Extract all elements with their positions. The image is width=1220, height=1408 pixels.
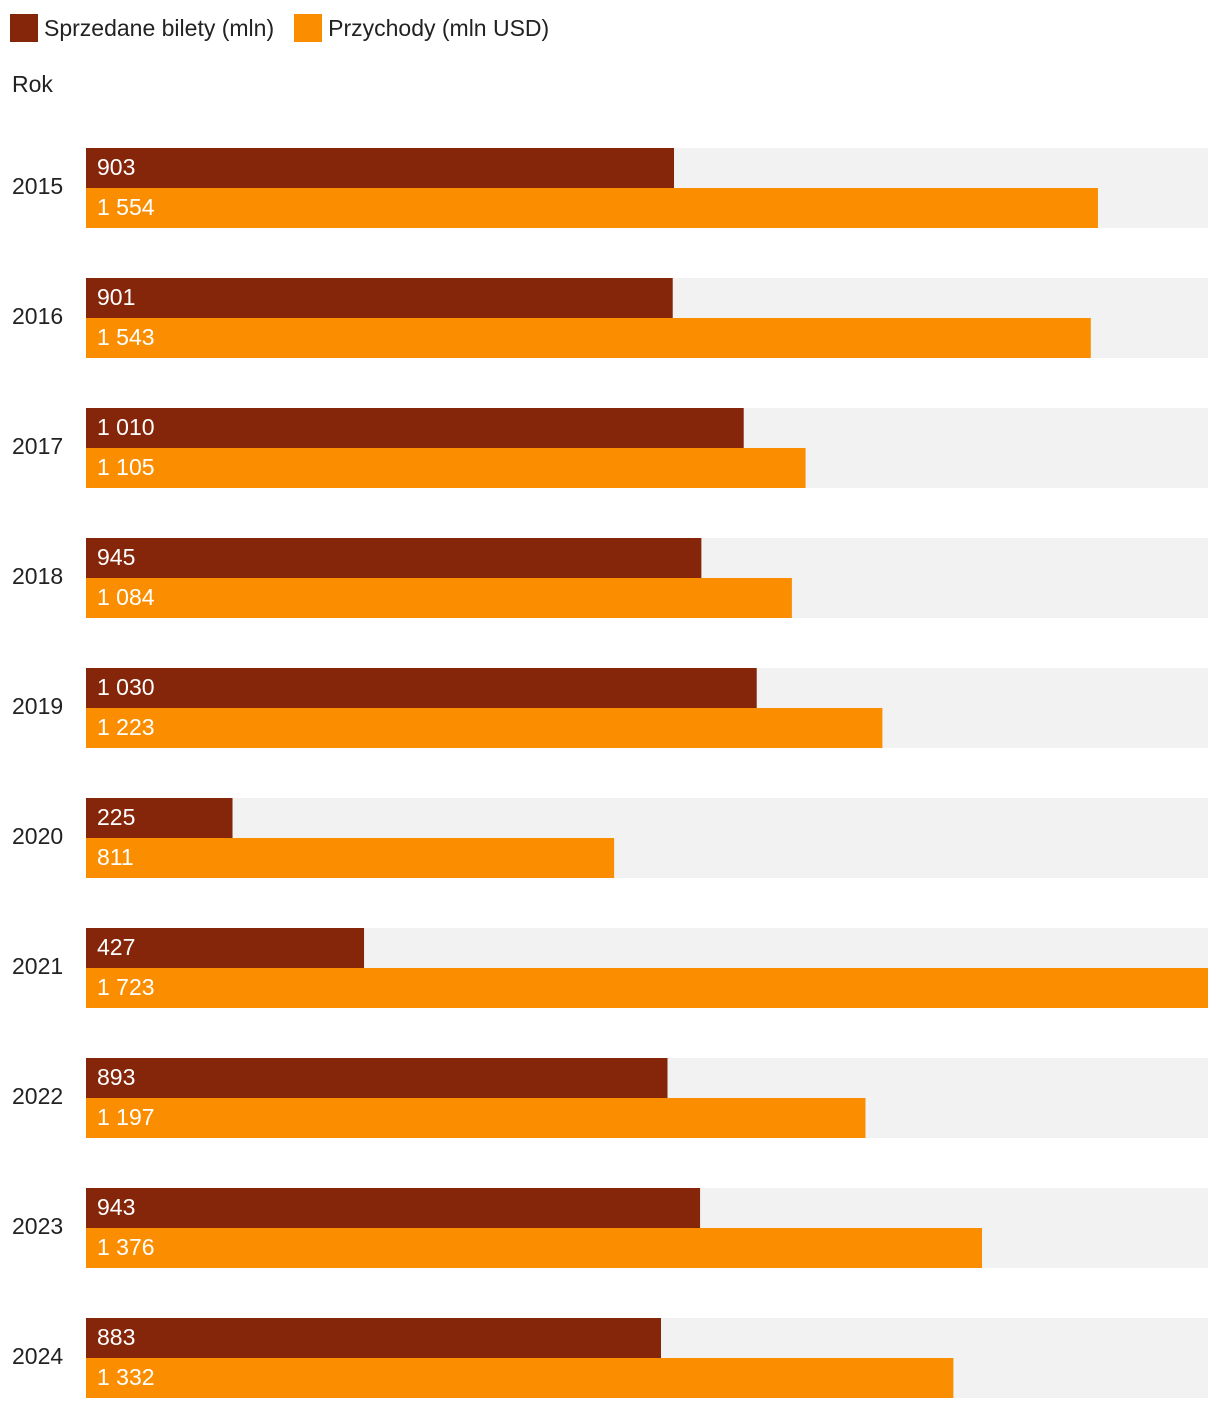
- bar-revenue: [86, 448, 806, 488]
- bar-revenue: [86, 1228, 983, 1268]
- data-label: 1 332: [97, 1364, 155, 1390]
- bar-tickets: [86, 148, 675, 188]
- bar-tickets: [86, 1318, 662, 1358]
- bar-tickets: [86, 278, 673, 318]
- data-label: 1 543: [97, 324, 155, 350]
- legend: Sprzedane bilety (mln) Przychody (mln US…: [10, 14, 569, 42]
- legend-swatch-tickets: [10, 14, 38, 42]
- bar-revenue: [86, 1358, 954, 1398]
- category-label: 2023: [12, 1213, 63, 1239]
- data-label: 901: [97, 284, 135, 310]
- category-label: 2020: [12, 823, 63, 849]
- bar-tickets: [86, 538, 702, 578]
- data-label: 945: [97, 544, 135, 570]
- category-label: 2018: [12, 563, 63, 589]
- data-label: 1 084: [97, 584, 155, 610]
- category-label: 2022: [12, 1083, 63, 1109]
- bar-revenue: [86, 1098, 866, 1138]
- bar-revenue: [86, 188, 1098, 228]
- legend-item-revenue: Przychody (mln USD): [294, 14, 549, 42]
- bar-revenue: [86, 708, 883, 748]
- bar-revenue: [86, 838, 615, 878]
- data-label: 1 030: [97, 674, 155, 700]
- data-label: 1 554: [97, 194, 155, 220]
- category-label: 2016: [12, 303, 63, 329]
- bar-tickets: [86, 408, 744, 448]
- category-label: 2021: [12, 953, 63, 979]
- legend-item-tickets: Sprzedane bilety (mln): [10, 14, 274, 42]
- bar-tickets: [86, 1188, 701, 1228]
- bar-revenue: [86, 578, 792, 618]
- legend-swatch-revenue: [294, 14, 323, 42]
- data-label: 1 723: [97, 974, 155, 1000]
- category-label: 2024: [12, 1343, 63, 1369]
- bar-tickets: [86, 668, 757, 708]
- data-label: 225: [97, 804, 135, 830]
- axis-title: Rok: [12, 71, 53, 97]
- category-label: 2015: [12, 173, 63, 199]
- data-label: 811: [97, 844, 134, 870]
- data-label: 1 197: [97, 1104, 155, 1130]
- data-label: 1 010: [97, 414, 155, 440]
- bar-tickets: [86, 928, 365, 968]
- data-label: 893: [97, 1064, 135, 1090]
- data-label: 427: [97, 934, 135, 960]
- bar-tickets: [86, 1058, 668, 1098]
- bar-revenue: [86, 318, 1091, 358]
- category-label: 2019: [12, 693, 63, 719]
- category-label: 2017: [12, 433, 63, 459]
- bar-revenue: [86, 968, 1208, 1008]
- data-label: 943: [97, 1194, 135, 1220]
- legend-label-tickets: Sprzedane bilety (mln): [44, 14, 275, 41]
- data-label: 903: [97, 154, 135, 180]
- bar-tickets: [86, 798, 233, 838]
- data-label: 883: [97, 1324, 135, 1350]
- data-label: 1 223: [97, 714, 155, 740]
- data-label: 1 376: [97, 1234, 155, 1260]
- data-label: 1 105: [97, 454, 155, 480]
- legend-label-revenue: Przychody (mln USD): [328, 14, 550, 41]
